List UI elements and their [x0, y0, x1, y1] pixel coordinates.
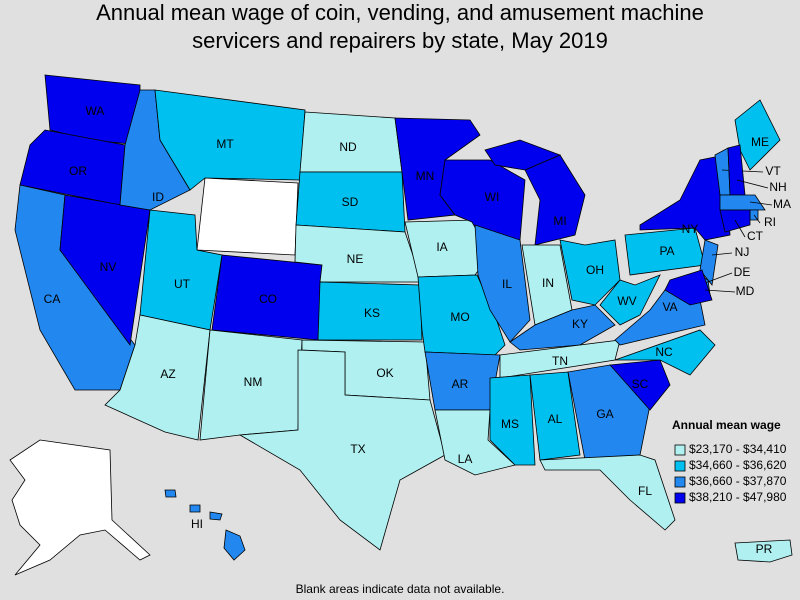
- state: [209, 511, 223, 521]
- state-label: NC: [655, 345, 673, 359]
- state-label: HI: [191, 517, 203, 531]
- legend-title: Annual mean wage: [672, 418, 781, 432]
- state-label: PA: [659, 244, 674, 258]
- note: Blank areas indicate data not available.: [296, 582, 505, 596]
- leader-line: [704, 289, 736, 293]
- leader-line: [734, 219, 746, 238]
- state: [664, 269, 713, 306]
- state-label: AR: [452, 377, 469, 391]
- title-line: servicers and repairers by state, May 20…: [192, 28, 608, 53]
- state-label: ND: [339, 140, 357, 154]
- legend-swatch: [674, 492, 686, 504]
- state-label: WA: [86, 104, 105, 118]
- state-label: MS: [501, 417, 519, 431]
- state-label: NJ: [735, 245, 750, 259]
- state-label: NM: [244, 375, 263, 389]
- state: [699, 239, 719, 286]
- legend-swatch: [674, 444, 686, 456]
- legend-label: $38,210 - $47,980: [689, 490, 787, 504]
- state-label: OK: [376, 366, 393, 380]
- state-label: CO: [259, 292, 277, 306]
- state-label: NE: [347, 252, 364, 266]
- leader-line: [711, 252, 733, 256]
- state: [489, 374, 536, 466]
- leader-line: [753, 214, 761, 224]
- state-label: VA: [662, 300, 677, 314]
- state-label: IL: [502, 277, 512, 291]
- state-label: RI: [764, 215, 776, 229]
- state-label: ID: [152, 190, 164, 204]
- state: [19, 129, 126, 206]
- state-label: KY: [572, 317, 588, 331]
- state: [639, 154, 731, 241]
- state-label: IN: [542, 276, 554, 290]
- state: [614, 329, 716, 376]
- leader-line: [704, 272, 733, 284]
- state-label: WV: [617, 294, 636, 308]
- state-label: CA: [44, 292, 61, 306]
- state: [529, 371, 581, 461]
- state-label: AZ: [160, 367, 175, 381]
- state-label: MD: [736, 284, 755, 298]
- state-label: ME: [751, 135, 769, 149]
- state: [238, 349, 446, 551]
- state: [599, 274, 661, 326]
- legend-label: $36,660 - $37,870: [689, 474, 787, 488]
- state-label: MI: [553, 214, 566, 228]
- state-label: DE: [734, 265, 751, 279]
- state-label: TN: [552, 354, 568, 368]
- state-label: KS: [364, 306, 380, 320]
- title-line: Annual mean wage of coin, vending, and a…: [96, 0, 704, 25]
- state-label: UT: [174, 277, 191, 291]
- state-label: MA: [773, 197, 791, 211]
- state-label: WI: [485, 190, 500, 204]
- state-label: NH: [769, 180, 786, 194]
- state-label: SD: [342, 195, 359, 209]
- state: [44, 74, 141, 146]
- state-label: TX: [350, 442, 365, 456]
- state: [189, 504, 201, 513]
- state-label: NY: [682, 222, 699, 236]
- leader-line: [749, 201, 773, 206]
- state: [567, 364, 651, 461]
- state: [719, 209, 751, 233]
- legend-label: $23,170 - $34,410: [689, 442, 787, 456]
- state: [164, 489, 177, 498]
- state-no-data: [9, 439, 151, 576]
- state-label: PR: [756, 542, 773, 556]
- state-label: MO: [450, 310, 469, 324]
- state-label: MT: [216, 137, 234, 151]
- state-label: AL: [548, 412, 563, 426]
- state: [223, 529, 246, 561]
- state-label: SC: [632, 377, 649, 391]
- state: [539, 454, 676, 531]
- leader-line: [736, 179, 769, 189]
- state-label: LA: [458, 452, 473, 466]
- state: [719, 194, 766, 211]
- state-label: CT: [747, 229, 764, 243]
- state: [484, 139, 562, 171]
- state-label: FL: [638, 484, 652, 498]
- state: [609, 359, 671, 411]
- state-label: NV: [100, 260, 117, 274]
- state-no-data: [196, 177, 299, 256]
- state-label: OR: [69, 164, 87, 178]
- state: [509, 304, 616, 351]
- state: [317, 281, 423, 341]
- state-label: IA: [436, 240, 447, 254]
- state-label: VT: [765, 164, 781, 178]
- state-label: GA: [596, 407, 613, 421]
- legend-swatch: [674, 476, 686, 488]
- legend-swatch: [674, 460, 686, 472]
- state-label: MN: [416, 169, 435, 183]
- state-label: OH: [586, 263, 604, 277]
- state: [734, 539, 793, 563]
- state: [154, 89, 306, 191]
- legend-label: $34,660 - $36,620: [689, 458, 787, 472]
